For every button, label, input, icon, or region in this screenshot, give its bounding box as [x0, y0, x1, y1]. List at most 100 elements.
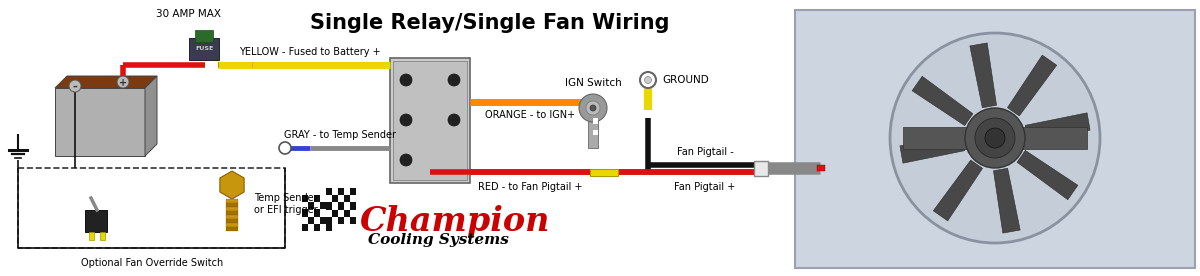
Bar — [326, 209, 332, 217]
Bar — [326, 202, 332, 209]
Bar — [817, 165, 826, 171]
Bar — [226, 203, 238, 207]
Bar — [338, 209, 344, 217]
Bar — [314, 209, 320, 217]
Polygon shape — [1008, 55, 1057, 116]
Bar — [314, 217, 320, 224]
Bar — [350, 202, 356, 209]
Bar — [344, 217, 350, 224]
Text: –: – — [72, 82, 78, 92]
Text: GRAY - to Temp Sender: GRAY - to Temp Sender — [284, 130, 396, 140]
Bar — [85, 210, 107, 232]
Text: Champion: Champion — [360, 205, 551, 238]
Polygon shape — [1025, 113, 1090, 140]
Text: ORANGE - to IGN+: ORANGE - to IGN+ — [485, 110, 575, 120]
Text: Fan Pigtail +: Fan Pigtail + — [674, 182, 736, 192]
Circle shape — [278, 142, 292, 154]
Bar — [89, 232, 94, 240]
Text: YELLOW - Fused to Battery +: YELLOW - Fused to Battery + — [239, 47, 380, 57]
Bar — [302, 202, 308, 209]
Bar — [302, 195, 308, 202]
Text: Single Relay/Single Fan Wiring: Single Relay/Single Fan Wiring — [311, 13, 670, 33]
Bar — [332, 209, 338, 217]
Bar — [302, 224, 308, 231]
Polygon shape — [900, 136, 965, 163]
Bar — [308, 195, 314, 202]
Bar — [332, 202, 338, 209]
Bar — [226, 215, 238, 219]
Bar — [796, 10, 1195, 268]
Bar — [320, 217, 326, 224]
Bar — [326, 217, 332, 224]
Bar — [100, 232, 106, 240]
Bar — [18, 168, 286, 248]
Bar — [344, 202, 350, 209]
Bar — [338, 188, 344, 195]
Bar — [226, 223, 238, 227]
Bar — [308, 209, 314, 217]
Bar — [308, 202, 314, 209]
Circle shape — [586, 101, 600, 115]
Bar — [338, 202, 344, 209]
Bar — [593, 118, 598, 124]
Bar — [593, 130, 598, 135]
Bar — [226, 199, 238, 203]
Circle shape — [448, 74, 460, 86]
Bar — [314, 195, 320, 202]
Circle shape — [400, 154, 412, 166]
Circle shape — [985, 128, 1006, 148]
Circle shape — [580, 94, 607, 122]
Bar — [344, 209, 350, 217]
Bar — [326, 202, 332, 209]
Bar — [226, 219, 238, 223]
Text: FUSE: FUSE — [194, 46, 214, 52]
Polygon shape — [934, 160, 983, 221]
Text: GROUND: GROUND — [662, 75, 709, 85]
Bar — [390, 58, 470, 183]
Circle shape — [448, 114, 460, 126]
Bar — [314, 202, 320, 209]
Text: +: + — [119, 78, 127, 88]
Bar — [338, 217, 344, 224]
Bar — [320, 209, 326, 217]
Bar — [55, 88, 145, 156]
Bar — [308, 224, 314, 231]
Bar — [314, 224, 320, 231]
Bar — [326, 217, 332, 224]
Polygon shape — [970, 43, 996, 108]
Polygon shape — [55, 76, 157, 88]
Bar — [590, 169, 618, 176]
Bar — [226, 211, 238, 215]
Polygon shape — [1018, 150, 1078, 200]
Bar — [320, 195, 326, 202]
Bar — [350, 195, 356, 202]
Bar — [308, 217, 314, 224]
Bar — [344, 188, 350, 195]
Polygon shape — [912, 76, 973, 126]
Text: IGN Switch: IGN Switch — [565, 78, 622, 88]
Circle shape — [644, 76, 652, 84]
Circle shape — [890, 33, 1100, 243]
Bar — [320, 224, 326, 231]
Circle shape — [965, 108, 1025, 168]
Bar — [754, 161, 768, 176]
Bar — [190, 38, 220, 60]
Bar — [350, 209, 356, 217]
Circle shape — [118, 76, 130, 88]
Bar — [326, 188, 332, 195]
Bar — [226, 207, 238, 211]
Bar — [326, 195, 332, 202]
Bar — [350, 188, 356, 195]
Circle shape — [974, 118, 1015, 158]
Bar — [302, 209, 308, 217]
Text: Fan Pigtail -: Fan Pigtail - — [677, 147, 733, 157]
Bar — [326, 224, 332, 231]
Text: Cooling Systems: Cooling Systems — [368, 233, 509, 247]
Circle shape — [590, 105, 596, 111]
Bar — [338, 195, 344, 202]
Text: Optional Fan Override Switch: Optional Fan Override Switch — [80, 258, 223, 268]
Bar — [344, 195, 350, 202]
Bar — [194, 30, 214, 42]
Circle shape — [400, 114, 412, 126]
Text: Temp Sender
or EFI trigger: Temp Sender or EFI trigger — [254, 193, 318, 215]
